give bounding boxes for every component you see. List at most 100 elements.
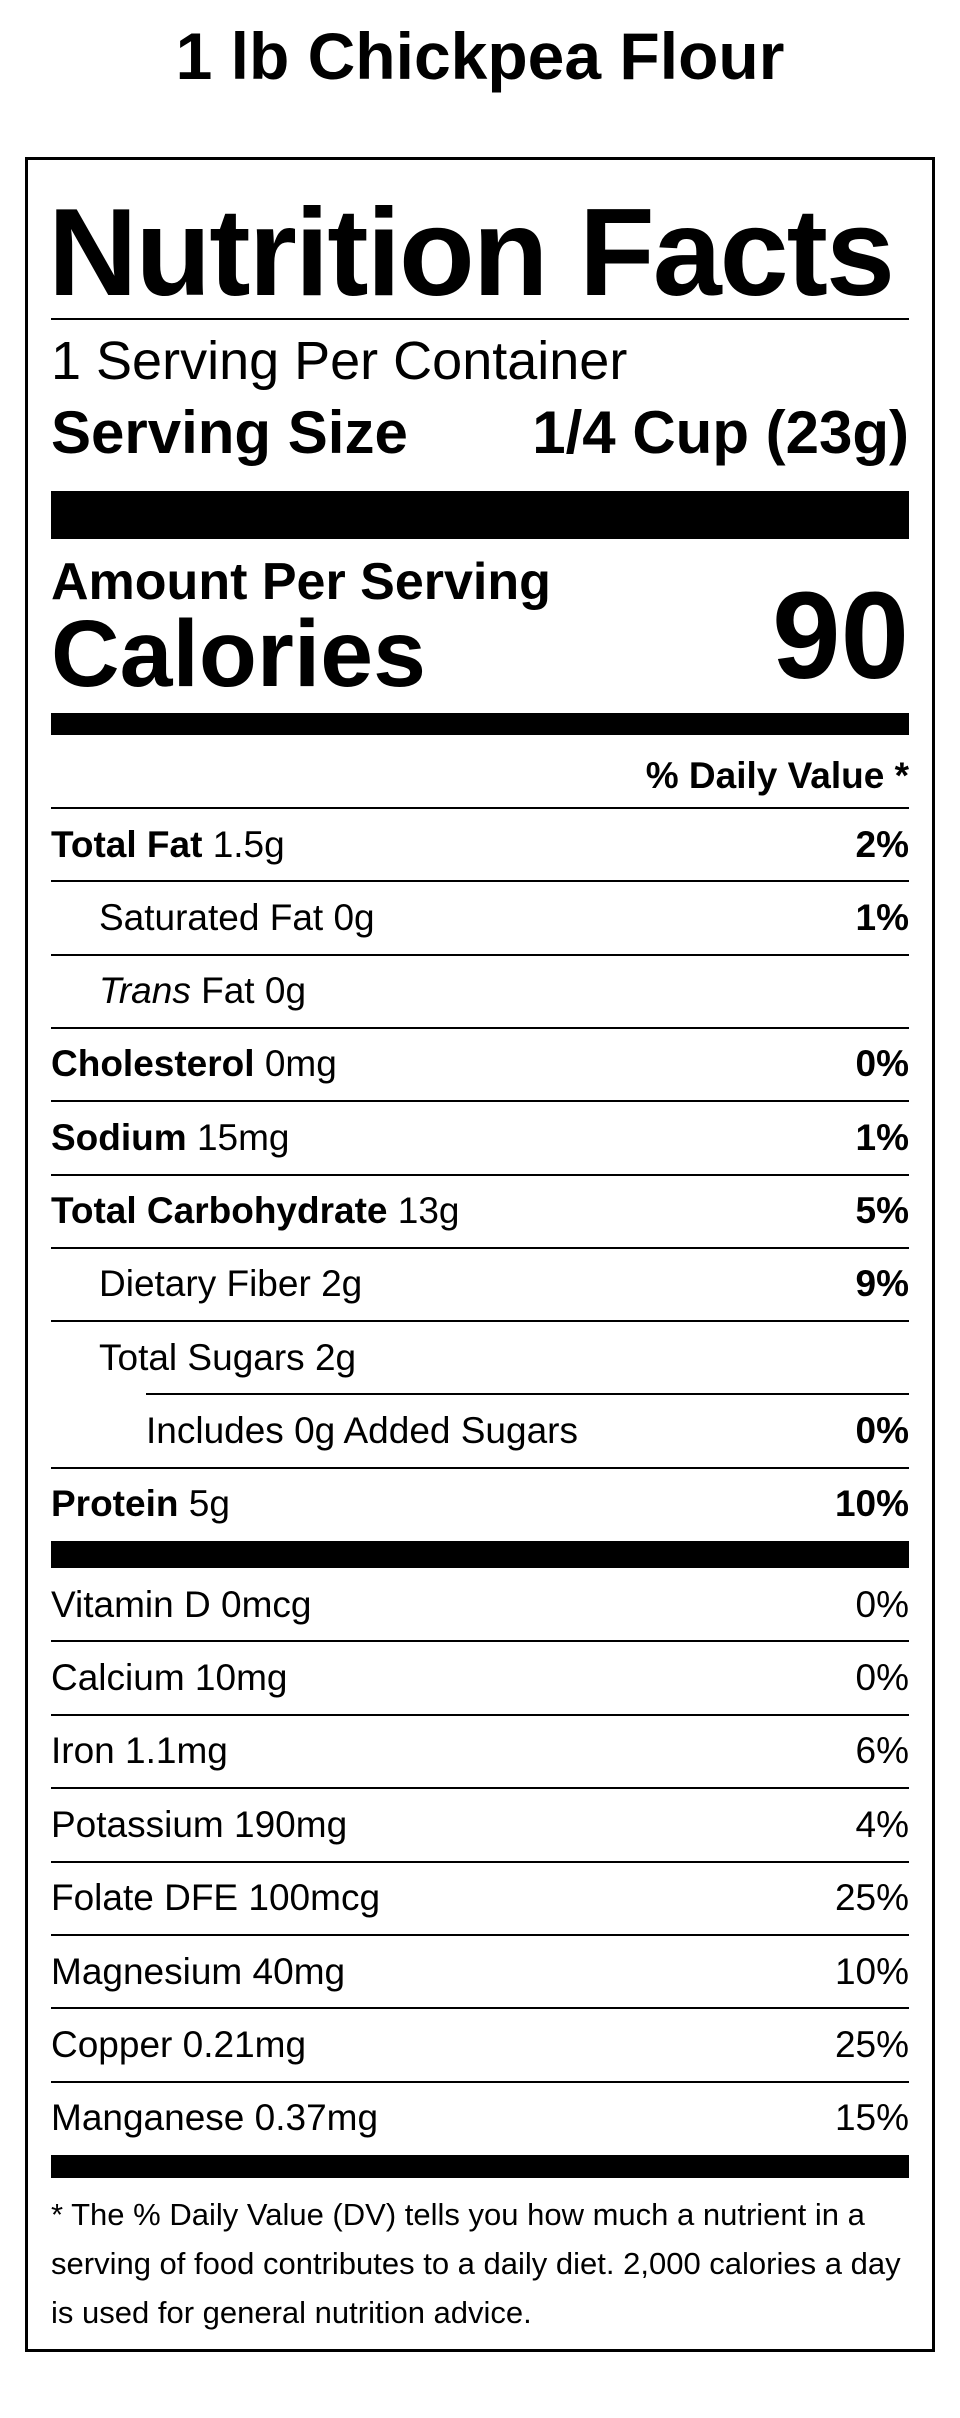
nutrient-name: Cholesterol [51,1043,255,1085]
rule [51,953,909,956]
nutrient-name-group: Manganese 0.37mg [51,2097,378,2139]
nutrient-amount: 10mg [194,1656,288,1698]
nutrient-name: Total Carbohydrate [51,1190,388,1231]
nutrient-name: Folate DFE [51,1877,239,1919]
label-box [25,157,935,2352]
nutrient-name-group: Protein 5g [51,1483,230,1525]
daily-value: 6% [855,1730,909,1772]
nutrient-row: Saturated Fat 0g 1% [51,881,909,954]
page-title: 1 lb Chickpea Flour [175,19,785,93]
nutrient-name: Calcium [51,1656,185,1698]
daily-value: 0% [855,1043,909,1085]
footnote: * The % Daily Value (DV) tells you how m… [51,2197,901,2330]
nutrient-name-group: Calcium 10mg [51,1657,287,1699]
daily-value: 5% [855,1190,909,1231]
nutrient-name-group: Iron 1.1mg [51,1730,228,1772]
nutrient-amount: 40mg [252,1950,346,1992]
nutrient-amount: 190mg [234,1803,348,1845]
rule [51,1100,909,1103]
nutrient-amount: 0g [264,970,307,1012]
nutrient-row: Copper 0.21mg 25% [51,2008,909,2081]
calories-label: Calories [51,601,426,707]
nutrient-name: Copper [51,2023,173,2065]
daily-value: 0% [855,1656,909,1698]
nutrient-name: Saturated Fat [99,896,324,938]
nutrient-amount: 0g [333,896,375,938]
nutrient-name-group: Sodium 15mg [51,1117,290,1159]
nutrient-name: Protein [51,1483,179,1525]
nutrient-row: Potassium 190mg 4% [51,1788,909,1861]
dv-header: % Daily Value * [645,755,909,796]
medium-bar [51,713,909,735]
nutrient-amount: 0mg [264,1043,337,1085]
nutrient-amount: 13g [397,1190,460,1231]
nutrient-name: Dietary Fiber [99,1263,311,1305]
nutrient-row: Includes 0g Added Sugars 0% [51,1394,909,1467]
daily-value: 10% [834,1950,909,1992]
rule [51,1026,909,1029]
nutrient-name-group: Total Fat 1.5g [51,824,285,866]
nutrient-row: Magnesium 40mg 10% [51,1935,909,2008]
nutrient-row: Trans Fat 0g [51,955,909,1028]
nutrient-name: Manganese [51,2097,245,2139]
nutrient-amount: 15mg [196,1116,290,1158]
nutrient-name-group: Total Carbohydrate 13g [51,1190,459,1232]
label-heading: Nutrition Facts [48,184,895,322]
nutrient-amount: 2g [321,1263,363,1305]
daily-value: 0% [855,1409,909,1451]
rule [51,1246,909,1249]
servings: 1 Serving Per Container [51,331,628,391]
nutrient-name: Total Fat [51,823,203,865]
nutrient-name: Total Sugars [99,1336,305,1378]
nutrient-amount: 100mcg [248,1877,381,1919]
rule [51,1640,909,1643]
nutrient-name-group: Copper 0.21mg [51,2024,306,2066]
daily-value: 1% [855,896,909,938]
serving-size-value: 1/4 Cup (23g) [532,399,909,466]
thick-bar [51,1541,909,1568]
nutrient-row: Total Sugars 2g [51,1321,909,1394]
rule [51,880,909,883]
nutrient-name: Magnesium [51,1950,243,1992]
rule [51,1713,909,1716]
rule [51,2080,909,2083]
amount-label: Amount Per Serving [51,553,551,611]
nutrient-name-group: Cholesterol 0mg [51,1043,337,1085]
nutrient-name-group: Folate DFE 100mcg [51,1877,380,1919]
nutrient-row: Calcium 10mg 0% [51,1641,909,1714]
nutrient-row: Folate DFE 100mcg 25% [51,1862,909,1935]
rule [51,1466,909,1469]
thick-bar [51,491,909,539]
nutrient-row: Manganese 0.37mg 15% [51,2082,909,2155]
rule [146,1393,909,1396]
daily-value: 9% [855,1263,909,1305]
nutrient-row: Protein 5g 10% [51,1468,909,1541]
nutrient-row: Iron 1.1mg 6% [51,1715,909,1788]
nutrient-row: Sodium 15mg 1% [51,1101,909,1174]
nutrient-name-group: Trans Fat 0g [51,970,306,1012]
rule [51,1320,909,1323]
nutrient-name-group: Magnesium 40mg [51,1951,345,1993]
daily-value: 10% [834,1483,909,1525]
nutrient-name-italic: Trans [99,970,191,1012]
rule [51,318,909,320]
nutrient-amount: 0mcg [221,1583,312,1625]
nutrient-name: Fat [201,970,255,1012]
nutrient-name: Sodium [51,1116,187,1158]
nutrient-amount: 0.21mg [182,2023,307,2065]
daily-value: 25% [834,2023,909,2065]
rule [51,1787,909,1790]
nutrient-amount: 0.37mg [254,2097,379,2139]
calories-value: 90 [772,568,909,705]
nutrient-name-group: Saturated Fat 0g [51,897,375,939]
nutrient-name-group: Total Sugars 2g [51,1337,356,1379]
rule [51,1173,909,1176]
nutrient-amount: 5g [188,1483,230,1525]
nutrient-name: Vitamin D [51,1583,211,1625]
rule [51,1934,909,1936]
nutrient-row: Cholesterol 0mg 0% [51,1028,909,1101]
daily-value: 4% [855,1803,909,1845]
nutrient-name-group: Vitamin D 0mcg [51,1584,311,1626]
rule [51,1860,909,1863]
nutrient-name: Potassium [51,1803,224,1845]
